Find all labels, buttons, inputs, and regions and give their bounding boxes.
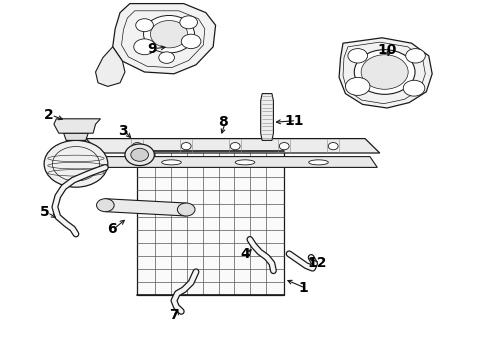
Circle shape (132, 143, 142, 150)
Text: 11: 11 (284, 114, 304, 127)
Ellipse shape (235, 160, 255, 165)
Ellipse shape (309, 160, 328, 165)
Text: 10: 10 (377, 44, 397, 57)
Circle shape (159, 52, 174, 63)
Circle shape (125, 144, 154, 166)
Text: 5: 5 (40, 206, 50, 219)
Polygon shape (137, 151, 284, 295)
Polygon shape (339, 38, 432, 108)
Circle shape (131, 148, 148, 161)
Circle shape (134, 39, 155, 55)
Circle shape (181, 143, 191, 150)
Text: 7: 7 (169, 308, 179, 322)
Circle shape (354, 50, 415, 94)
Circle shape (230, 143, 240, 150)
Text: 9: 9 (147, 42, 157, 55)
Text: 4: 4 (240, 247, 250, 261)
Text: 6: 6 (107, 222, 117, 235)
Circle shape (181, 34, 201, 49)
Ellipse shape (162, 160, 181, 165)
Circle shape (44, 140, 108, 187)
Text: 12: 12 (308, 256, 327, 270)
Circle shape (406, 49, 425, 63)
Circle shape (144, 15, 195, 53)
Text: 1: 1 (298, 281, 308, 295)
Circle shape (361, 55, 408, 89)
Circle shape (403, 80, 425, 96)
Circle shape (279, 143, 289, 150)
Polygon shape (105, 199, 186, 216)
Circle shape (177, 203, 195, 216)
Polygon shape (261, 94, 273, 140)
Polygon shape (86, 139, 380, 153)
Text: 2: 2 (44, 108, 54, 122)
Circle shape (150, 21, 188, 48)
Text: 8: 8 (218, 116, 228, 129)
Circle shape (328, 143, 338, 150)
Polygon shape (64, 133, 88, 140)
Circle shape (348, 49, 368, 63)
Circle shape (136, 19, 153, 32)
Polygon shape (96, 47, 125, 86)
Circle shape (97, 199, 114, 212)
Circle shape (345, 77, 370, 95)
Polygon shape (96, 157, 377, 167)
Circle shape (180, 16, 197, 29)
Text: 3: 3 (118, 125, 127, 138)
Polygon shape (54, 119, 100, 133)
Polygon shape (113, 4, 216, 74)
Polygon shape (131, 146, 148, 152)
